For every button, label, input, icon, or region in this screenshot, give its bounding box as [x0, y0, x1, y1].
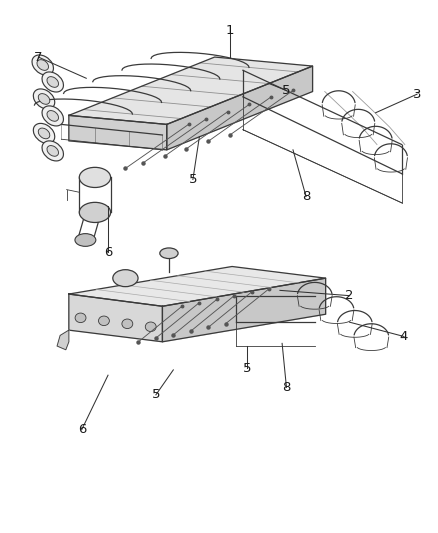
Ellipse shape: [42, 106, 64, 126]
Text: 3: 3: [413, 87, 421, 101]
Ellipse shape: [122, 319, 133, 328]
Text: 6: 6: [78, 423, 86, 436]
Polygon shape: [167, 66, 313, 150]
Ellipse shape: [79, 167, 111, 188]
Polygon shape: [57, 330, 69, 350]
Ellipse shape: [33, 123, 55, 143]
Ellipse shape: [38, 94, 50, 104]
Ellipse shape: [79, 203, 111, 222]
Text: 8: 8: [302, 190, 310, 203]
Ellipse shape: [47, 110, 59, 122]
Text: 5: 5: [189, 173, 197, 186]
Polygon shape: [69, 294, 162, 342]
Polygon shape: [69, 266, 325, 306]
Text: 7: 7: [34, 51, 42, 63]
Polygon shape: [162, 278, 325, 342]
Ellipse shape: [38, 128, 50, 139]
Ellipse shape: [145, 322, 156, 332]
Ellipse shape: [42, 72, 64, 92]
Text: 8: 8: [282, 381, 291, 394]
Ellipse shape: [37, 60, 49, 70]
Text: 6: 6: [104, 246, 112, 259]
Ellipse shape: [47, 77, 59, 87]
Ellipse shape: [47, 146, 59, 156]
Text: 5: 5: [243, 362, 251, 375]
Ellipse shape: [42, 141, 64, 161]
Text: 5: 5: [282, 84, 291, 97]
Text: 4: 4: [400, 330, 408, 343]
Ellipse shape: [113, 270, 138, 287]
Ellipse shape: [75, 313, 86, 322]
Ellipse shape: [32, 55, 53, 75]
Text: 1: 1: [226, 24, 234, 37]
Ellipse shape: [160, 248, 178, 259]
Text: 2: 2: [345, 289, 354, 302]
Ellipse shape: [75, 233, 96, 246]
Polygon shape: [69, 115, 167, 150]
Polygon shape: [69, 57, 313, 124]
Ellipse shape: [99, 316, 110, 326]
Ellipse shape: [33, 89, 55, 109]
Text: 5: 5: [152, 389, 160, 401]
